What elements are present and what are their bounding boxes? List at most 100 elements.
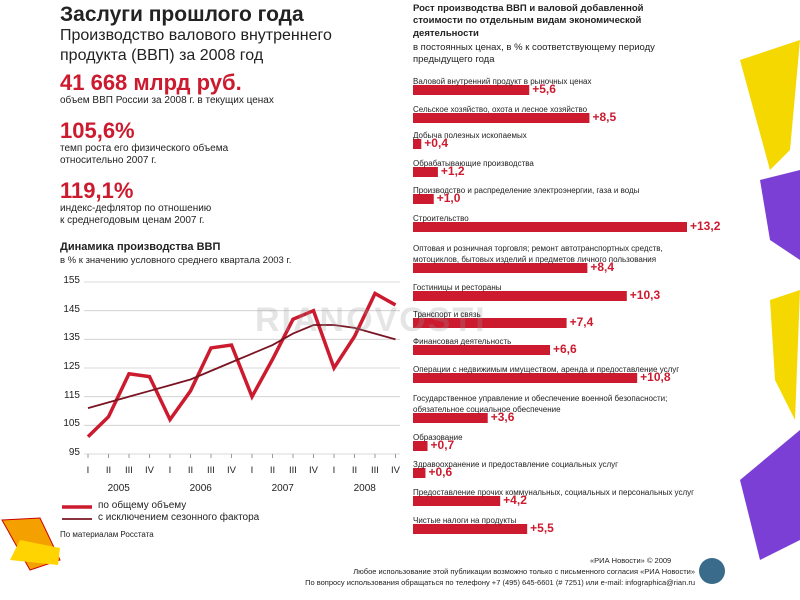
y-tick-label: 125 — [63, 361, 80, 372]
x-tick-label: I — [86, 465, 90, 476]
stat-value: 119,1% — [60, 178, 134, 203]
x-tick-label: III — [125, 465, 133, 476]
bar-label: Предоставление прочих коммунальных, соци… — [413, 488, 695, 497]
decor — [760, 170, 800, 260]
bar — [413, 441, 428, 451]
x-tick-label: II — [187, 465, 194, 476]
bar — [413, 345, 550, 355]
x-tick-label: I — [168, 465, 172, 476]
x-tick-label: IV — [309, 465, 318, 476]
value-label: +0,7 — [430, 438, 455, 452]
year-label: 2008 — [353, 483, 376, 494]
bar — [413, 373, 638, 383]
value-label: +10,8 — [640, 370, 671, 384]
value-label: +3,6 — [490, 410, 515, 424]
value-label: +4,2 — [503, 493, 527, 507]
y-tick-label: 135 — [63, 332, 80, 344]
bar — [413, 85, 530, 95]
year-label: 2006 — [189, 483, 212, 494]
x-tick-label: I — [332, 465, 336, 476]
bar-label: Гостиницы и рестораны — [413, 283, 502, 292]
value-label: +1,2 — [440, 164, 465, 178]
logo — [699, 558, 725, 584]
footer-copyright: «РИА Новости» © 2009 — [590, 556, 672, 565]
x-tick-label: I — [250, 465, 254, 476]
chart-title: Динамика производства ВВП — [60, 241, 221, 253]
value-label: +5,5 — [530, 521, 554, 535]
decor — [770, 290, 800, 420]
legend-label: по общему объему — [98, 500, 187, 511]
footer-line1: Любое использование этой публикации возм… — [353, 567, 695, 576]
x-tick-label: IV — [145, 465, 154, 476]
y-tick-label: 155 — [63, 275, 80, 286]
year-label: 2005 — [107, 483, 130, 494]
x-tick-label: II — [105, 465, 112, 476]
x-tick-label: IV — [227, 465, 236, 476]
value-label: +0,6 — [428, 465, 453, 479]
chart-subtitle: в % к значению условного среднего кварта… — [60, 255, 292, 266]
bar-label: Образование — [413, 433, 463, 442]
bar-label: Сельское хозяйство, охота и лесное хозяй… — [413, 105, 588, 114]
value-label: +1,0 — [436, 191, 461, 205]
bar-label: Валовой внутренний продукт в рыночных це… — [413, 77, 592, 86]
series-line — [87, 324, 396, 409]
bar-label: Чистые налоги на продукты — [413, 516, 517, 525]
bar — [413, 524, 528, 534]
bar-label: Строительство — [413, 214, 469, 223]
title: Заслуги прошлого года — [60, 3, 304, 26]
bar-label: Финансовая деятельность — [413, 337, 512, 346]
bar-label: Транспорт и связь — [413, 310, 481, 319]
bar — [413, 496, 501, 506]
x-tick-label: II — [351, 465, 358, 476]
x-tick-label: III — [289, 465, 297, 476]
stat-value: 105,6% — [60, 118, 135, 143]
subtitle: Производство валового внутреннего продук… — [60, 27, 332, 64]
bar — [413, 318, 567, 328]
bar — [413, 113, 590, 123]
value-label: +13,2 — [690, 219, 721, 233]
chart-subtitle: в постоянных ценах, в % к соответствующе… — [413, 42, 655, 66]
series-line — [86, 291, 397, 439]
decor — [740, 430, 800, 560]
bar — [413, 194, 434, 204]
decor — [10, 540, 60, 565]
y-tick-label: 95 — [68, 447, 80, 458]
value-label: +0,4 — [424, 136, 448, 150]
bar-label: Обрабатывающие производства — [413, 159, 534, 168]
bar-label: Оптовая и розничная торговля; ремонт авт… — [413, 244, 663, 264]
stat-text: темп роста его физического объема относи… — [60, 143, 229, 166]
footer-line2: По вопросу использования обращаться по т… — [305, 578, 695, 587]
bar-label: Добыча полезных ископаемых — [413, 131, 527, 140]
bar-label: Операции с недвижимым имуществом, аренда… — [413, 365, 680, 374]
value-label: +5,6 — [532, 82, 556, 96]
y-tick-label: 145 — [63, 303, 80, 315]
y-tick-label: 115 — [64, 389, 80, 401]
stat-text: объем ВВП России за 2008 г. в текущих це… — [60, 95, 274, 106]
bar — [413, 468, 426, 478]
bar — [413, 167, 438, 177]
value-label: +7,4 — [569, 315, 594, 329]
stat-text: индекс-дефлятор по отношению к среднегод… — [60, 203, 212, 226]
value-label: +8,4 — [590, 260, 615, 274]
legend-label: с исключением сезонного фактора — [98, 512, 260, 523]
chart-title: Рост производства ВВП и валовой добавлен… — [413, 3, 644, 39]
decor — [740, 40, 800, 170]
x-tick-label: III — [371, 465, 379, 476]
x-tick-label: IV — [391, 465, 400, 476]
value-label: +10,3 — [629, 288, 661, 302]
year-label: 2007 — [271, 483, 294, 494]
bar — [413, 413, 488, 423]
bar — [413, 291, 627, 301]
value-label: +8,5 — [592, 110, 617, 124]
bar — [413, 222, 687, 232]
value-label: +6,6 — [553, 342, 577, 356]
bar-label: Производство и распределение электроэнер… — [413, 186, 640, 195]
bar-label: Здравоохранение и предоставление социаль… — [413, 460, 619, 469]
x-tick-label: II — [269, 465, 276, 476]
x-tick-label: III — [207, 465, 215, 476]
watermark: RIANOVOSTI — [255, 301, 487, 339]
source: По материалам Росстата — [60, 530, 154, 539]
y-tick-label: 105 — [63, 418, 80, 430]
